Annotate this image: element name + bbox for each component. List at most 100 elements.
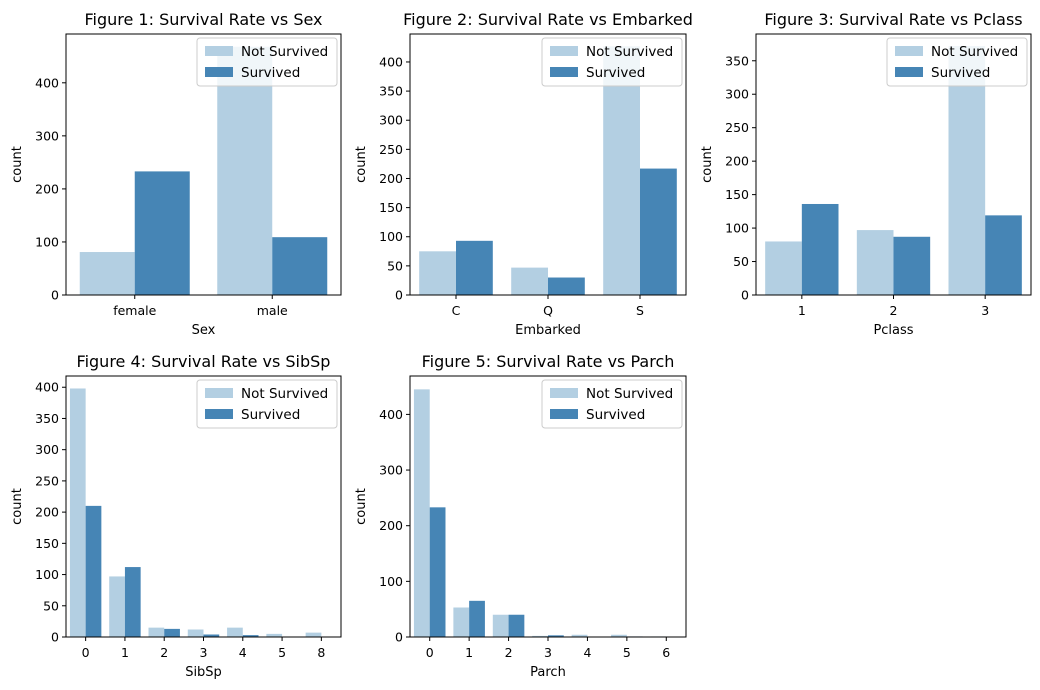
x-tick-label: C <box>452 303 461 318</box>
y-tick-label: 100 <box>379 229 403 244</box>
bar-survived-2 <box>508 614 525 637</box>
y-tick-label: 300 <box>35 442 59 457</box>
bar-not-survived-5 <box>611 634 627 637</box>
x-axis-label: SibSp <box>185 665 222 680</box>
y-tick-label: 0 <box>395 630 403 645</box>
x-tick-label: 1 <box>465 645 473 660</box>
bar-not-survived-6 <box>305 632 322 637</box>
x-tick-label: 1 <box>798 303 806 318</box>
chart-title: Figure 5: Survival Rate vs Parch <box>422 352 675 371</box>
legend-label: Not Survived <box>931 44 1018 60</box>
y-tick-label: 350 <box>379 84 403 99</box>
legend-label: Survived <box>586 65 645 81</box>
x-tick-label: 3 <box>981 303 989 318</box>
legend-label: Survived <box>241 407 300 423</box>
bar-not-survived-1 <box>856 230 894 295</box>
chart-panel-4: Figure 4: Survival Rate vs SibSp05010015… <box>10 352 342 680</box>
bar-survived-1 <box>124 567 141 637</box>
legend-swatch-not-survived <box>550 46 578 56</box>
y-tick-label: 0 <box>395 288 403 303</box>
y-tick-label: 400 <box>379 407 403 422</box>
x-tick-label: female <box>113 303 156 318</box>
y-tick-label: 350 <box>725 53 749 68</box>
x-tick-label: 5 <box>623 645 631 660</box>
y-tick-label: 50 <box>43 598 59 613</box>
y-tick-label: 300 <box>379 463 403 478</box>
bar-not-survived-5 <box>266 633 283 637</box>
y-tick-label: 0 <box>741 288 749 303</box>
bar-not-survived-1 <box>217 46 273 296</box>
y-tick-label: 0 <box>51 630 59 645</box>
y-tick-label: 200 <box>35 181 59 196</box>
legend-swatch-survived <box>550 409 578 419</box>
x-tick-label: Q <box>543 303 553 318</box>
legend: Not Survived Survived <box>886 37 1028 87</box>
bar-survived-4 <box>242 635 259 637</box>
bar-survived-3 <box>203 634 220 637</box>
x-tick-label: 4 <box>239 645 247 660</box>
y-axis-label: count <box>10 146 25 183</box>
x-axis-label: Parch <box>530 665 566 680</box>
legend-swatch-not-survived <box>550 388 578 398</box>
axes-frame <box>65 33 342 296</box>
legend-label: Not Survived <box>241 44 328 60</box>
bar-not-survived-3 <box>187 629 204 637</box>
y-tick-label: 50 <box>733 254 749 269</box>
axes-frame <box>409 375 687 638</box>
x-axis-label: Sex <box>192 323 216 338</box>
bar-survived-0 <box>429 507 446 637</box>
bar-not-survived-0 <box>69 388 86 637</box>
legend-swatch-survived <box>550 67 578 77</box>
bar-survived-1 <box>272 237 328 295</box>
bar-survived-1 <box>469 600 485 637</box>
bar-not-survived-0 <box>79 252 135 295</box>
bar-not-survived-2 <box>492 614 509 637</box>
y-tick-label: 150 <box>725 187 749 202</box>
bar-not-survived-1 <box>109 576 125 637</box>
bar-not-survived-2 <box>948 46 986 295</box>
bar-not-survived-2 <box>603 46 640 295</box>
bar-survived-2 <box>640 168 677 295</box>
legend: Not Survived Survived <box>196 379 338 429</box>
y-tick-label: 250 <box>35 473 59 488</box>
axes-frame <box>755 33 1032 296</box>
y-tick-label: 200 <box>379 171 403 186</box>
legend-swatch-survived <box>895 67 923 77</box>
bar-not-survived-4 <box>227 627 243 637</box>
x-tick-label: 3 <box>544 645 552 660</box>
legend-label: Survived <box>586 407 645 423</box>
x-tick-label: 5 <box>278 645 286 660</box>
bar-survived-0 <box>801 203 839 295</box>
legend: Not Survived Survived <box>541 379 683 429</box>
bar-survived-0 <box>456 240 493 295</box>
y-tick-label: 150 <box>379 200 403 215</box>
y-tick-label: 400 <box>379 54 403 69</box>
bar-not-survived-1 <box>453 607 470 637</box>
x-tick-label: 0 <box>82 645 90 660</box>
bar-survived-3 <box>548 635 564 637</box>
x-tick-label: 2 <box>890 303 898 318</box>
chart-panel-5: Figure 5: Survival Rate vs Parch 0 100 200 3… <box>354 352 687 680</box>
chart-title: Figure 1: Survival Rate vs Sex <box>84 10 322 29</box>
bar-not-survived-2 <box>148 627 165 637</box>
y-tick-label: 200 <box>379 518 403 533</box>
x-axis-label: Pclass <box>873 323 913 338</box>
y-tick-label: 250 <box>725 120 749 135</box>
y-tick-label: 200 <box>35 505 59 520</box>
chart-title: Figure 4: Survival Rate vs SibSp <box>77 352 331 371</box>
legend-label: Survived <box>241 65 300 81</box>
y-axis-label: count <box>700 146 715 183</box>
chart-panel-1: Figure 1: Survival Rate vs Sex 0 100 200 300… <box>10 10 342 338</box>
legend: Not Survived Survived <box>541 37 683 87</box>
bar-survived-0 <box>85 505 102 637</box>
legend-label: Not Survived <box>241 386 328 402</box>
bar-survived-1 <box>548 277 585 295</box>
y-tick-label: 100 <box>379 574 403 589</box>
axes-frame <box>65 375 342 638</box>
legend-label: Not Survived <box>586 44 673 60</box>
bar-survived-0 <box>134 171 190 295</box>
bar-survived-2 <box>985 215 1022 295</box>
legend-label: Not Survived <box>586 386 673 402</box>
legend-swatch-survived <box>205 67 233 77</box>
